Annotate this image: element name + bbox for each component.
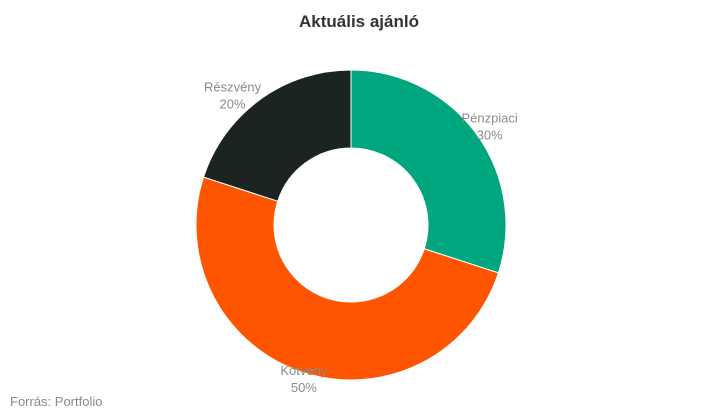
slice-label-value: 50% bbox=[291, 380, 317, 395]
slice-r-szv-ny bbox=[202, 69, 352, 202]
slice-label-value: 20% bbox=[220, 96, 246, 111]
slice-labels: Pénzpiaci 30% Kötvény 50% Részvény 20% bbox=[204, 79, 518, 395]
slice-label-name: Kötvény bbox=[280, 363, 327, 378]
slice-p-nzpiaci bbox=[350, 69, 507, 274]
chart-title: Aktuális ajánló bbox=[299, 12, 419, 31]
slice-label-value: 30% bbox=[477, 128, 503, 143]
slice-label-name: Pénzpiaci bbox=[461, 111, 517, 126]
slice-label-name: Részvény bbox=[204, 79, 262, 94]
source-note: Forrás: Portfolio bbox=[10, 394, 103, 409]
donut-slices bbox=[195, 69, 507, 381]
